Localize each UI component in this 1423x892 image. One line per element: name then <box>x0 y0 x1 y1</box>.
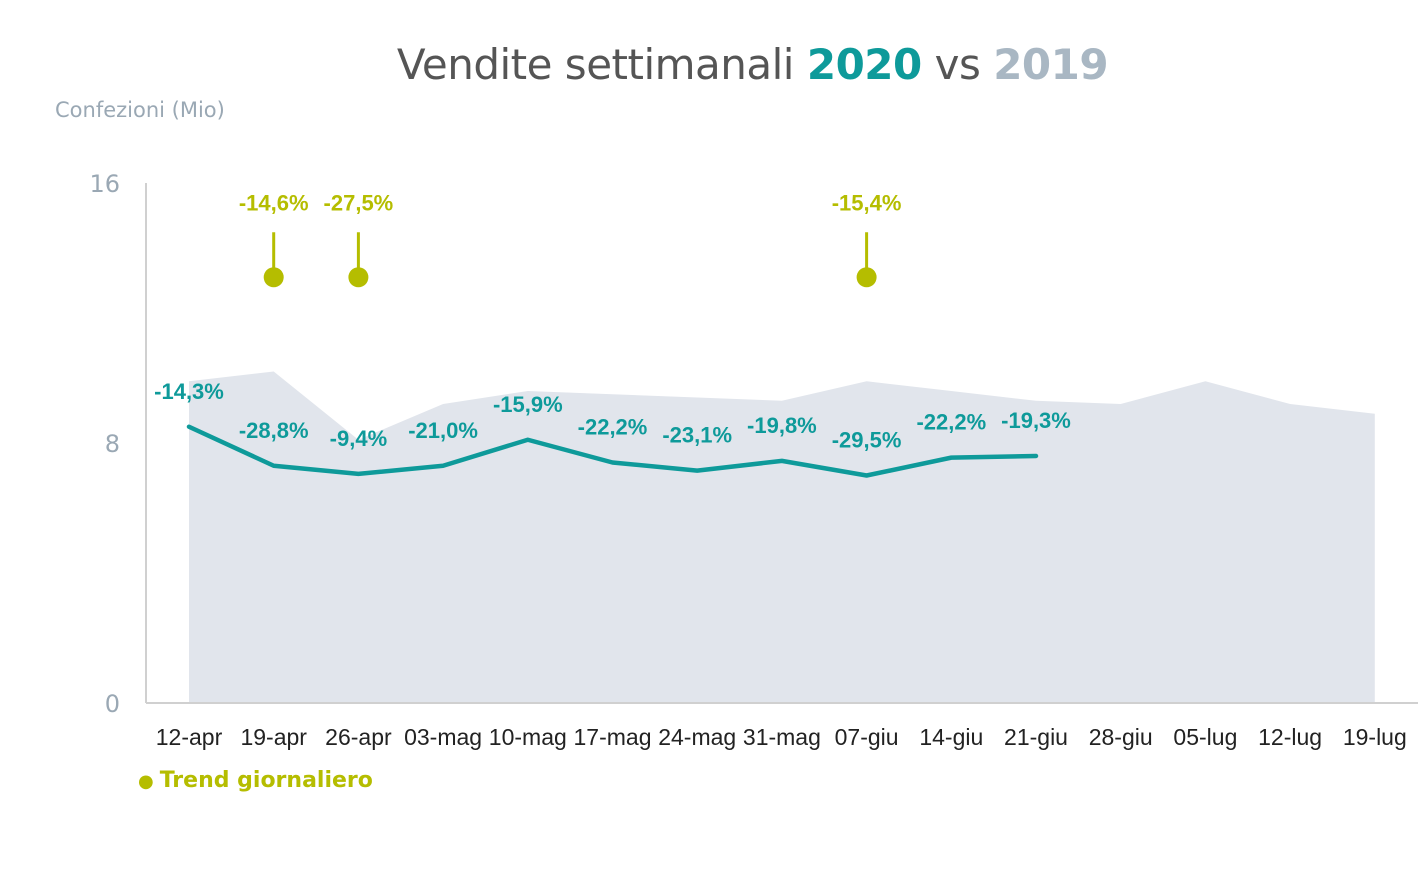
tick-labels: 0 8 16 12-apr 19-apr 26-apr 03-mag 10-mag 17-mag… <box>89 170 1406 750</box>
x-tick-label: 17-mag <box>574 724 652 750</box>
x-tick-label: 31-mag <box>743 724 821 750</box>
y-tick-label: 8 <box>105 430 120 458</box>
legend-label: Trend giornaliero <box>159 768 373 793</box>
y-tick-label: 0 <box>105 690 120 718</box>
title-prefix: Vendite settimanali <box>396 40 807 89</box>
data-label-2020: -22,2% <box>578 415 648 440</box>
line-series-2020 <box>186 424 1039 478</box>
x-tick-label: 12-apr <box>156 724 223 750</box>
data-label-2020: -29,5% <box>832 428 902 453</box>
data-label-2020: -22,2% <box>916 410 986 435</box>
trend-marker <box>263 267 284 288</box>
data-label-2020: -9,4% <box>330 426 387 451</box>
data-label-2020: -28,8% <box>239 418 309 443</box>
data-label-2020: -19,8% <box>747 413 817 438</box>
x-tick-label: 14-giu <box>919 724 983 750</box>
legend: ● Trend giornaliero <box>138 768 373 793</box>
data-label-2020: -21,0% <box>408 418 478 443</box>
x-tick-label: 07-giu <box>835 724 899 750</box>
chart-axes <box>145 183 1418 704</box>
title-vs: vs <box>921 40 994 89</box>
trend-markers: -14,6% -27,5% -15,4% <box>239 190 902 288</box>
x-tick-label: 05-lug <box>1173 724 1237 750</box>
data-label-2020: -19,3% <box>1001 408 1071 433</box>
legend-dot-icon: ● <box>138 771 154 792</box>
trend-marker <box>348 267 369 288</box>
y-tick-label: 16 <box>89 170 120 198</box>
data-label-2020: -23,1% <box>662 423 732 448</box>
trend-label: -15,4% <box>832 190 902 215</box>
x-tick-label: 28-giu <box>1089 724 1153 750</box>
x-tick-label: 03-mag <box>404 724 482 750</box>
chart-title: Vendite settimanali 2020 vs 2019 <box>0 40 1423 89</box>
x-tick-label: 19-apr <box>240 724 307 750</box>
trend-label: -27,5% <box>324 190 394 215</box>
x-tick-label: 10-mag <box>489 724 567 750</box>
data-labels: -14,3% -28,8% -9,4% -21,0% -15,9% -22,2% -23,1… <box>154 379 1071 453</box>
data-label-2020: -14,3% <box>154 379 224 404</box>
x-tick-label: 12-lug <box>1258 724 1322 750</box>
x-tick-label: 19-lug <box>1343 724 1407 750</box>
data-label-2020: -15,9% <box>493 392 563 417</box>
y-axis-label: Confezioni (Mio) <box>55 98 225 122</box>
x-tick-label: 26-apr <box>325 724 392 750</box>
trend-marker <box>856 267 877 288</box>
title-year-2020: 2020 <box>806 40 922 89</box>
trend-label: -14,6% <box>239 190 309 215</box>
title-year-2019: 2019 <box>993 40 1109 89</box>
x-tick-label: 24-mag <box>658 724 736 750</box>
x-tick-label: 21-giu <box>1004 724 1068 750</box>
